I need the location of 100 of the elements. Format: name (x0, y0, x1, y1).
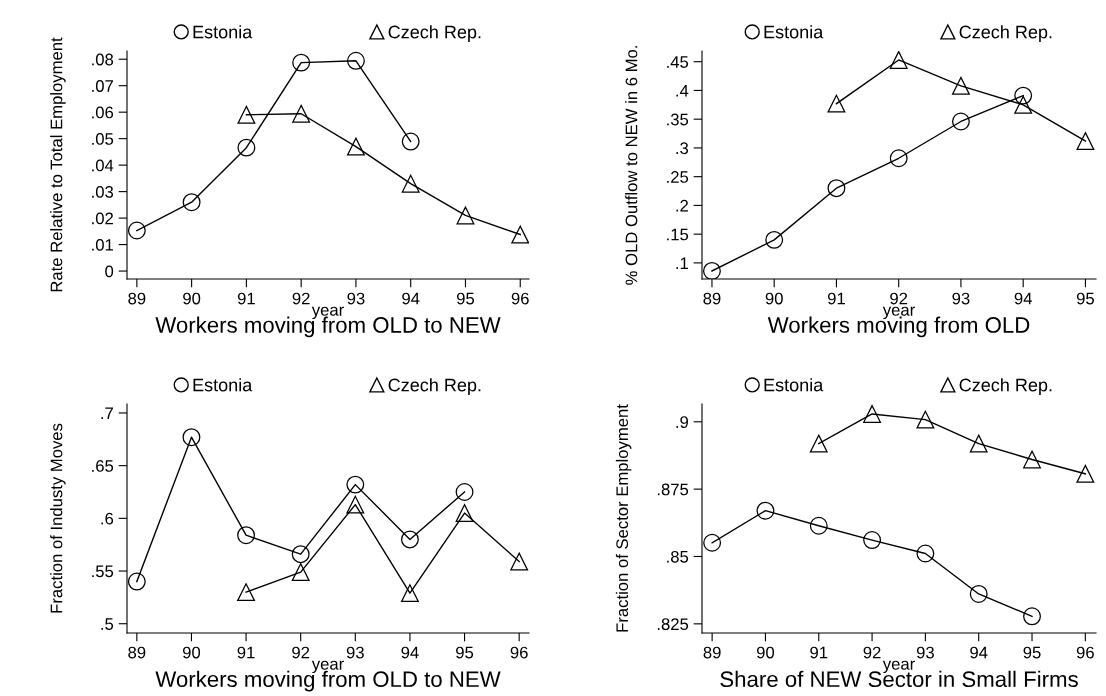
y-tick-label: .06 (92, 106, 114, 119)
y-tick-label: .03 (92, 186, 114, 198)
x-tick-label: 90 (183, 292, 201, 305)
point (291, 545, 310, 564)
x-tick-label: 95 (1076, 292, 1094, 305)
point (863, 531, 882, 550)
legend-label: Estonia (193, 378, 253, 392)
point (182, 193, 201, 212)
x-tick-label: 95 (456, 292, 475, 305)
point (1023, 607, 1041, 626)
x-tick-label: 94 (1014, 292, 1032, 305)
y-tick-label: .01 (92, 238, 113, 251)
point (237, 526, 256, 545)
legend-label: Czech Rep. (388, 378, 481, 395)
x-tick-label: 93 (916, 646, 934, 659)
point (809, 516, 828, 535)
point (1014, 95, 1033, 114)
point (1076, 464, 1095, 483)
point (127, 572, 146, 591)
legend-label: Czech Rep. (388, 25, 481, 42)
point (703, 533, 722, 552)
y-tick-label: 0 (105, 265, 114, 278)
point (182, 428, 201, 447)
x-tick-label: 96 (511, 292, 529, 305)
y-tick-label: .5 (101, 618, 114, 630)
x-tick-label: 90 (765, 292, 783, 305)
x-tick-label: 89 (128, 646, 146, 659)
point (292, 104, 311, 123)
point (346, 51, 365, 70)
x-tick-label: 91 (237, 646, 255, 659)
y-tick-label: .08 (92, 53, 114, 66)
legend-label: Czech Rep. (959, 378, 1052, 395)
point (1023, 450, 1041, 469)
x-tick-label: 94 (970, 646, 988, 659)
x-tick-label: 89 (128, 292, 146, 305)
y-tick-label: .825 (657, 618, 689, 631)
point (346, 495, 365, 514)
y-tick-label: .1 (676, 257, 688, 269)
x-tick-label: 92 (292, 646, 310, 659)
x-tick-label: 89 (703, 646, 721, 659)
legend-label: Estonia (193, 25, 253, 39)
y-axis-title: Fraction of Sector Employment (615, 404, 632, 632)
y-tick-label: .05 (92, 133, 114, 145)
y-tick-label: .7 (101, 407, 113, 419)
x-tick-label: 95 (1023, 646, 1041, 659)
legend-label: Estonia (764, 378, 824, 392)
point (765, 230, 784, 249)
point (456, 206, 475, 225)
point (127, 221, 146, 240)
point (756, 501, 775, 520)
y-tick-label: .45 (667, 56, 689, 68)
point (827, 179, 846, 198)
point (511, 225, 529, 244)
y-tick-label: .6 (101, 512, 114, 525)
point (809, 434, 828, 453)
y-tick-label: .2 (676, 199, 688, 212)
x-tick-label: 93 (952, 292, 970, 305)
point (237, 105, 256, 124)
point (401, 132, 420, 151)
y-tick-label: .04 (92, 159, 114, 172)
y-tick-label: .15 (667, 228, 689, 241)
point (827, 94, 846, 113)
x-tick-label: 91 (827, 292, 845, 305)
point (292, 53, 311, 72)
point (237, 583, 256, 602)
y-tick-label: .55 (92, 565, 114, 578)
x-tick-label: 93 (347, 292, 365, 305)
x-tick-label: 94 (401, 646, 419, 659)
point (702, 261, 721, 279)
point (1076, 132, 1095, 150)
x-tick-label: 92 (863, 646, 881, 659)
y-tick-label: .02 (92, 212, 113, 225)
point (916, 544, 935, 563)
y-tick-label: .4 (676, 85, 689, 97)
point (889, 51, 908, 69)
y-tick-label: .25 (667, 171, 689, 183)
x-tick-label: 94 (402, 292, 420, 305)
point (951, 112, 970, 131)
y-tick-label: .3 (676, 142, 689, 155)
x-tick-label: 91 (810, 646, 828, 659)
point (889, 149, 908, 168)
point (916, 410, 935, 429)
y-tick-label: .65 (92, 460, 114, 472)
y-axis-title: Fraction of Industy Moves (50, 423, 66, 613)
y-tick-label: .85 (667, 550, 689, 563)
x-tick-label: 93 (346, 646, 364, 659)
y-tick-label: .07 (92, 80, 113, 92)
point (455, 504, 474, 523)
point (400, 530, 419, 549)
point (346, 475, 365, 494)
x-tick-label: 92 (292, 292, 310, 305)
point (455, 483, 474, 501)
x-tick-label: 96 (510, 646, 528, 659)
y-tick-label: .35 (667, 113, 689, 126)
point (969, 584, 988, 603)
point (400, 584, 419, 603)
x-tick-label: 89 (703, 292, 721, 305)
x-tick-label: 90 (756, 646, 775, 659)
x-tick-label: 91 (237, 292, 255, 305)
legend-label: Czech Rep. (959, 25, 1052, 42)
